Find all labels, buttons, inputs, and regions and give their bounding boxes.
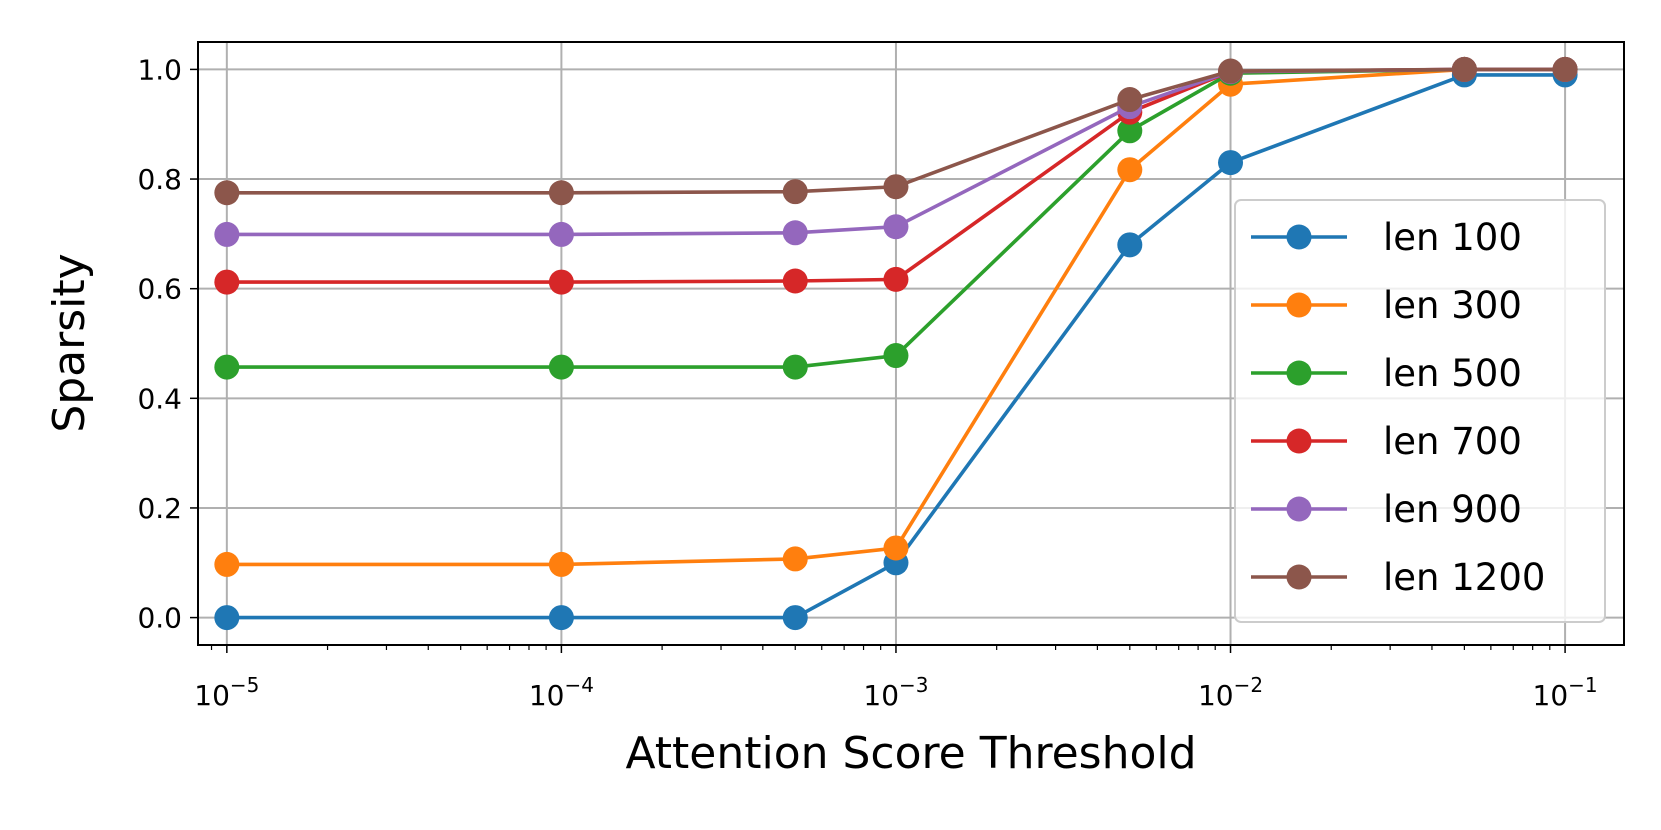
- data-point: [782, 354, 808, 380]
- data-point: [548, 180, 574, 206]
- data-point: [1117, 232, 1143, 258]
- data-point: [1117, 118, 1143, 144]
- data-point: [782, 268, 808, 294]
- axis-ticks: 10−5 10−4 10−3 10−2 10−1 0.0 0.2 0.4 0.6 0.8 1.0: [137, 53, 1597, 712]
- legend-label: len 500: [1383, 352, 1522, 395]
- data-point: [214, 605, 240, 631]
- x-tick-label: 10−1: [1533, 673, 1598, 712]
- x-tick-label: 10−2: [1198, 673, 1263, 712]
- y-tick-label: 0.0: [137, 602, 182, 635]
- x-tick-label: 10−4: [529, 673, 594, 712]
- data-point: [883, 535, 909, 561]
- data-point: [883, 174, 909, 200]
- y-axis-title: Sparsity: [44, 253, 95, 432]
- data-point: [1218, 58, 1244, 84]
- legend-marker: [1286, 292, 1312, 318]
- data-point: [548, 605, 574, 631]
- legend-item: len 100: [1251, 216, 1522, 259]
- data-point: [883, 266, 909, 292]
- series-line: [226, 67, 1566, 567]
- legend-label: len 700: [1383, 420, 1522, 463]
- data-point: [883, 214, 909, 240]
- series-len-1200: [214, 56, 1578, 206]
- plot-frame: [197, 41, 1625, 646]
- x-tick-label: 10−5: [194, 673, 259, 712]
- x-tick-label: 10−3: [863, 673, 928, 712]
- data-point: [782, 546, 808, 572]
- y-tick-label: 0.6: [137, 273, 182, 306]
- data-point: [548, 354, 574, 380]
- data-point: [214, 551, 240, 577]
- legend-marker: [1286, 428, 1312, 454]
- legend-marker: [1286, 564, 1312, 590]
- data-point: [1552, 56, 1578, 82]
- data-point: [1451, 56, 1477, 82]
- data-point: [214, 221, 240, 247]
- data-point: [214, 269, 240, 295]
- y-tick-label: 0.4: [137, 382, 182, 415]
- data-point: [548, 221, 574, 247]
- series-line: [226, 67, 1566, 195]
- series-len-100: [214, 62, 1578, 631]
- y-tick-label: 0.8: [137, 163, 182, 196]
- legend-label: len 900: [1383, 488, 1522, 531]
- legend-item: len 700: [1251, 420, 1522, 463]
- data-point: [883, 343, 909, 369]
- legend-marker: [1286, 224, 1312, 250]
- data-point: [782, 220, 808, 246]
- legend-label: len 1200: [1383, 556, 1545, 599]
- legend-item: len 500: [1251, 352, 1522, 395]
- series-line: [226, 73, 1566, 620]
- legend-item: len 900: [1251, 488, 1522, 531]
- legend-label: len 100: [1383, 216, 1522, 259]
- legend-item: len 300: [1251, 284, 1522, 327]
- y-tick-label: 0.2: [137, 492, 182, 525]
- data-point: [548, 269, 574, 295]
- legend-marker: [1286, 360, 1312, 386]
- data-point: [214, 354, 240, 380]
- legend-item: len 1200: [1251, 556, 1545, 599]
- data-point: [1117, 157, 1143, 183]
- plot-series: [214, 56, 1578, 631]
- legend-marker: [1286, 496, 1312, 522]
- data-point: [1117, 87, 1143, 113]
- y-tick-label: 1.0: [137, 53, 182, 86]
- x-axis-title: Attention Score Threshold: [625, 728, 1196, 779]
- legend: len 100 len 300 len 500 len 700 len 900 len 1…: [1234, 199, 1606, 623]
- data-point: [548, 551, 574, 577]
- data-point: [1218, 150, 1244, 176]
- data-point: [782, 605, 808, 631]
- data-point: [782, 179, 808, 205]
- legend-label: len 300: [1383, 284, 1522, 327]
- data-point: [214, 180, 240, 206]
